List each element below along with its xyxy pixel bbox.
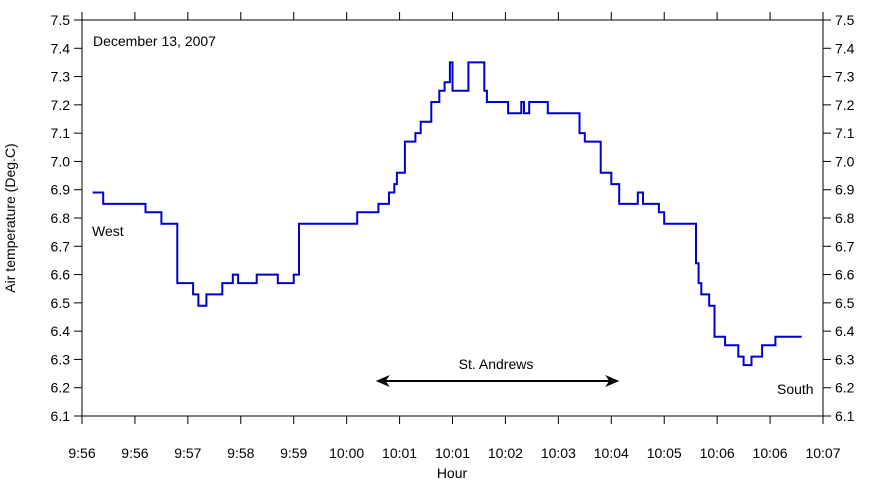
y-tick-label: 6.3 <box>51 351 71 367</box>
y-tick-labels-left: 6.1 6.2 6.3 6.4 6.5 6.6 6.7 6.8 6.9 7.0 7.1 7.2 7.3 7… <box>51 12 71 424</box>
region-arrow <box>375 375 620 387</box>
y-tick-label-right: 7.0 <box>835 153 855 169</box>
axis-ticks <box>74 12 831 424</box>
y-tick-label-right: 6.9 <box>835 182 855 198</box>
y-tick-label-right: 7.3 <box>835 69 855 85</box>
y-tick-label: 7.0 <box>51 153 71 169</box>
y-tick-label-right: 7.2 <box>835 97 855 113</box>
y-tick-label: 6.7 <box>51 238 71 254</box>
x-tick-labels: 9:56 9:56 9:57 9:58 9:59 10:00 10:01 10:01 10:02… <box>68 445 840 461</box>
x-tick-label: 10:02 <box>488 445 523 461</box>
x-tick-label: 9:56 <box>68 445 95 461</box>
y-tick-label-right: 6.5 <box>835 295 855 311</box>
y-tick-label: 6.6 <box>51 267 71 283</box>
x-axis-title: Hour <box>437 465 468 481</box>
y-tick-label: 7.1 <box>51 125 71 141</box>
y-tick-label-right: 6.2 <box>835 380 855 396</box>
y-tick-labels-right: 6.1 6.2 6.3 6.4 6.5 6.6 6.7 6.8 6.9 7.0 7.1 7.2 7.3 7… <box>835 12 855 424</box>
x-tick-label: 10:06 <box>753 445 788 461</box>
x-tick-label: 9:58 <box>227 445 254 461</box>
y-tick-label-right: 6.7 <box>835 238 855 254</box>
y-tick-label-right: 6.3 <box>835 351 855 367</box>
end-annotation: South <box>777 381 814 397</box>
x-tick-label: 9:57 <box>174 445 201 461</box>
x-tick-label: 9:56 <box>121 445 148 461</box>
y-tick-label-right: 7.5 <box>835 12 855 28</box>
x-tick-label: 9:59 <box>280 445 307 461</box>
y-tick-label: 6.5 <box>51 295 71 311</box>
y-tick-label: 6.2 <box>51 380 71 396</box>
start-annotation: West <box>92 223 124 239</box>
x-tick-label: 10:01 <box>435 445 470 461</box>
x-tick-label: 10:00 <box>329 445 364 461</box>
x-tick-label: 10:01 <box>382 445 417 461</box>
y-tick-label-right: 6.1 <box>835 408 855 424</box>
region-annotation: St. Andrews <box>459 356 534 372</box>
region-arrow-left-head <box>375 375 390 387</box>
y-tick-label-right: 6.4 <box>835 323 855 339</box>
y-tick-label: 6.8 <box>51 210 71 226</box>
x-tick-label: 10:06 <box>700 445 735 461</box>
y-tick-label: 7.3 <box>51 69 71 85</box>
y-tick-label: 6.1 <box>51 408 71 424</box>
x-tick-label: 10:03 <box>541 445 576 461</box>
y-tick-label-right: 6.8 <box>835 210 855 226</box>
y-tick-label-right: 7.1 <box>835 125 855 141</box>
date-annotation: December 13, 2007 <box>93 33 216 49</box>
temperature-series-line <box>92 61 802 367</box>
region-arrow-right-head <box>605 375 620 387</box>
x-tick-label: 10:05 <box>647 445 682 461</box>
y-tick-label-right: 6.6 <box>835 267 855 283</box>
y-axis-title: Air temperature (Deg.C) <box>2 143 18 292</box>
y-tick-label: 7.4 <box>51 40 71 56</box>
x-tick-label: 10:04 <box>594 445 629 461</box>
y-tick-label: 6.4 <box>51 323 71 339</box>
y-tick-label: 7.5 <box>51 12 71 28</box>
y-tick-label: 6.9 <box>51 182 71 198</box>
y-tick-label-right: 7.4 <box>835 40 855 56</box>
x-tick-label: 10:07 <box>805 445 840 461</box>
y-tick-label: 7.2 <box>51 97 71 113</box>
